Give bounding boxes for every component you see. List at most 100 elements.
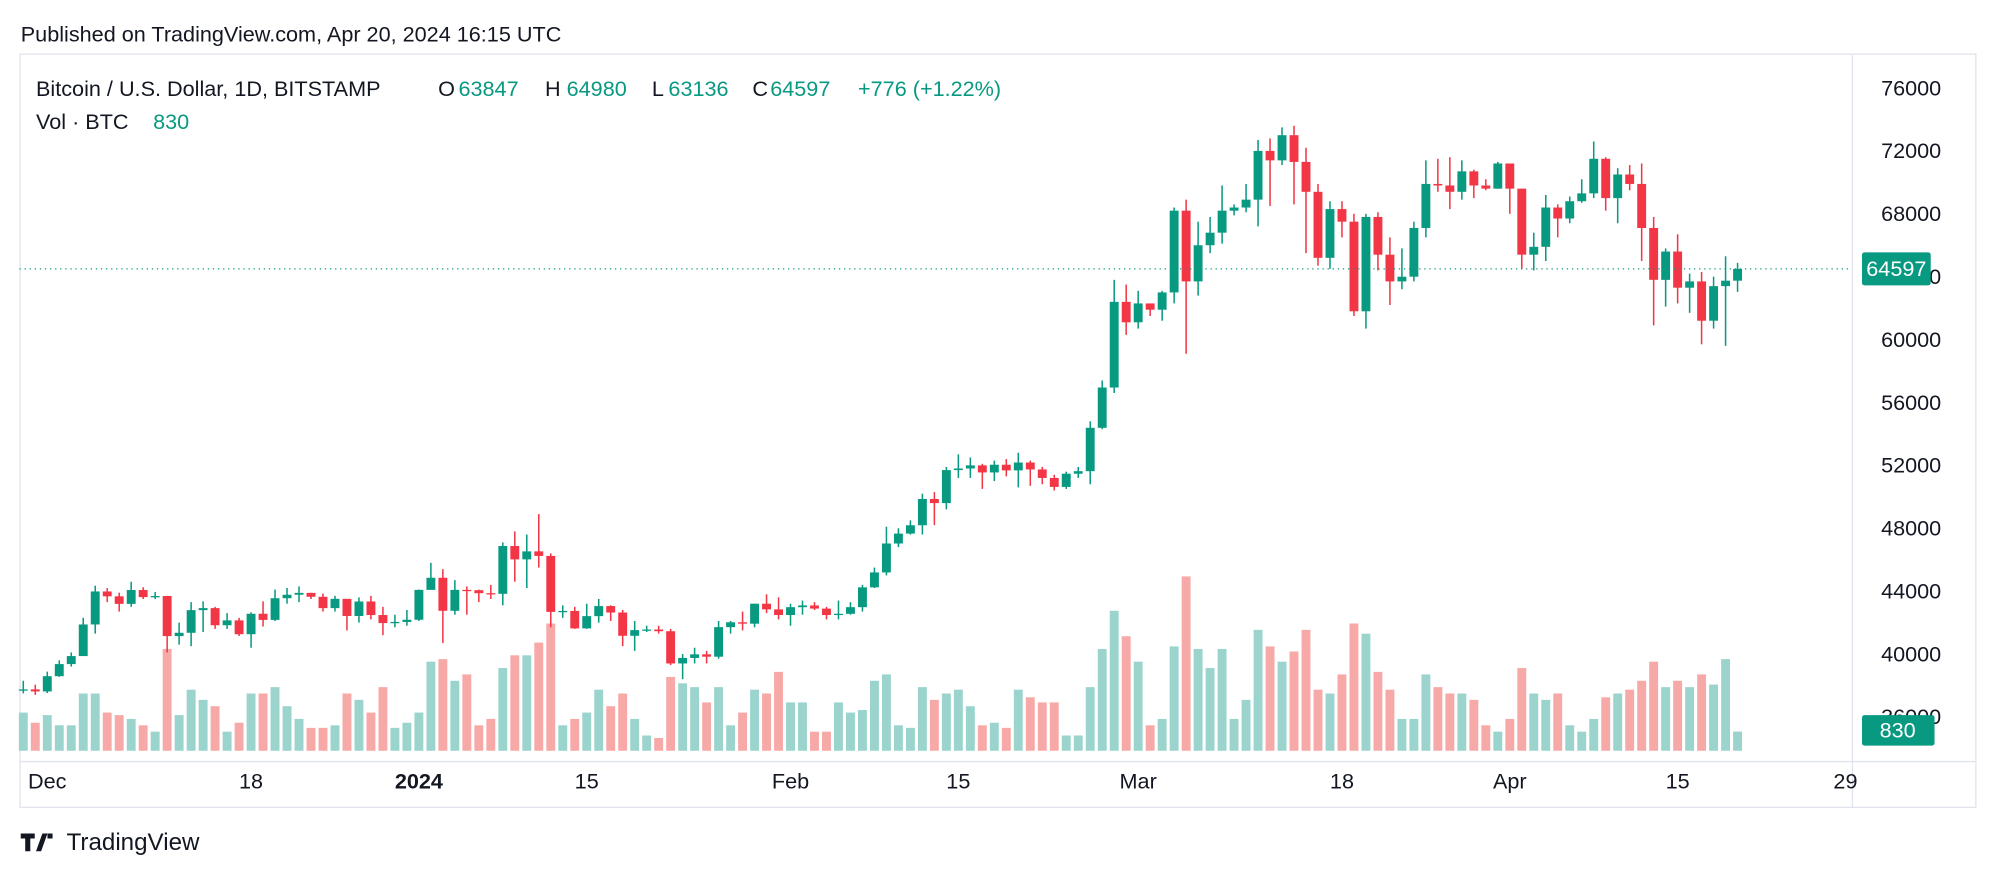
candle-body [486,593,496,595]
candle-body [869,572,879,588]
candle-body [78,624,88,657]
brand-logo [20,833,53,852]
volume-value: 830 [153,109,189,134]
published-note: Published on TradingView.com, Apr 20, 20… [21,21,562,46]
brand[interactable]: TradingView [20,829,200,856]
candle-body [282,594,292,599]
candle-body [1301,161,1311,192]
volume-bar [186,689,196,751]
volume-bar [282,706,292,751]
volume-bar [1613,693,1623,751]
volume-bar [1541,699,1551,751]
volume-bar [1133,661,1143,751]
volume-bar [1049,702,1059,751]
candle-body [822,608,831,616]
volume-bar [342,693,352,751]
volume-bar [1421,674,1431,751]
volume-bar [498,668,508,751]
volume-bar [138,725,148,751]
volume-bar [474,725,484,751]
volume-bar [1241,699,1251,751]
volume-bar [1169,646,1179,751]
volume-bar [1445,693,1455,751]
candle-body [1061,473,1071,487]
volume-bar [1493,731,1503,751]
candle-body [810,605,819,609]
volume-bar [893,725,903,751]
candle-body [929,499,939,504]
candle-body [941,470,951,504]
candle-body [402,619,412,622]
last-value-labels: 64597 830 [1862,252,1935,746]
candle-body [1253,150,1263,200]
volume-bar [810,731,819,751]
volume-bar [834,702,843,751]
volume-bar [594,689,604,751]
volume-bar [678,683,688,751]
candle-body [294,592,304,595]
volume-bar [953,689,963,751]
volume-bar [1637,680,1647,751]
candle-body [30,689,40,692]
candle-body [90,591,100,625]
ohlc-letter: C [752,76,768,101]
volume-bar [762,693,771,751]
candle-body [150,596,160,598]
volume-bar [1073,735,1083,751]
volume-bar [1385,689,1395,751]
volume-bar [1721,659,1731,751]
volume-bar [726,725,736,751]
volume-bar [450,680,460,751]
candle-body [726,622,736,628]
volume-bar [486,718,496,751]
candle-body [558,610,568,613]
ohlc-value: 63136 [668,76,728,101]
candle-body [1673,251,1683,288]
volume-bar [1529,693,1539,751]
ohlc-value: 64597 [770,76,830,101]
candle-body [1373,216,1383,255]
candle-body [1133,303,1143,323]
volume-bar [750,689,760,751]
volume-bar [426,661,436,751]
volume-bar [66,725,76,751]
volume-bar [1349,623,1359,751]
volume-bar [1565,725,1575,751]
candle-body [426,577,436,590]
volume-bar [126,718,136,751]
candle-body [714,627,724,657]
volume-bar [1337,674,1347,751]
ohlc-value: 64980 [567,76,627,101]
y-tick-label: 48000 [1881,516,1941,541]
volume-bar [846,712,855,751]
candle-body [582,616,592,629]
x-tick-label: Apr [1493,768,1527,793]
volume-bar [570,718,580,751]
candle-body [1421,183,1431,228]
x-tick-label: 18 [1330,768,1354,793]
candle-body [1241,199,1251,208]
volume-bar [630,718,640,751]
candle-body [1469,171,1479,186]
volume-bar [1325,693,1335,751]
candle-body [1529,246,1539,255]
volume-bar [1313,689,1323,751]
volume-bar [1649,661,1659,751]
candle-body [498,546,508,594]
volume-bar [1397,718,1407,751]
candle-body [666,631,676,664]
volume-bar [150,731,160,751]
volume-bar [738,712,748,751]
volume-bar [869,680,879,751]
candle-body [1361,216,1371,312]
candle-body [1217,210,1227,233]
volume-bar [1229,718,1239,751]
volume-bar [30,722,40,751]
y-tick-label: 56000 [1881,390,1941,415]
candle-body [846,607,855,614]
symbol-title: Bitcoin / U.S. Dollar, 1D, BITSTAMP [36,76,381,101]
y-tick-label: 76000 [1881,75,1941,100]
volume-bar [1481,725,1491,751]
volume-bar [582,712,592,751]
